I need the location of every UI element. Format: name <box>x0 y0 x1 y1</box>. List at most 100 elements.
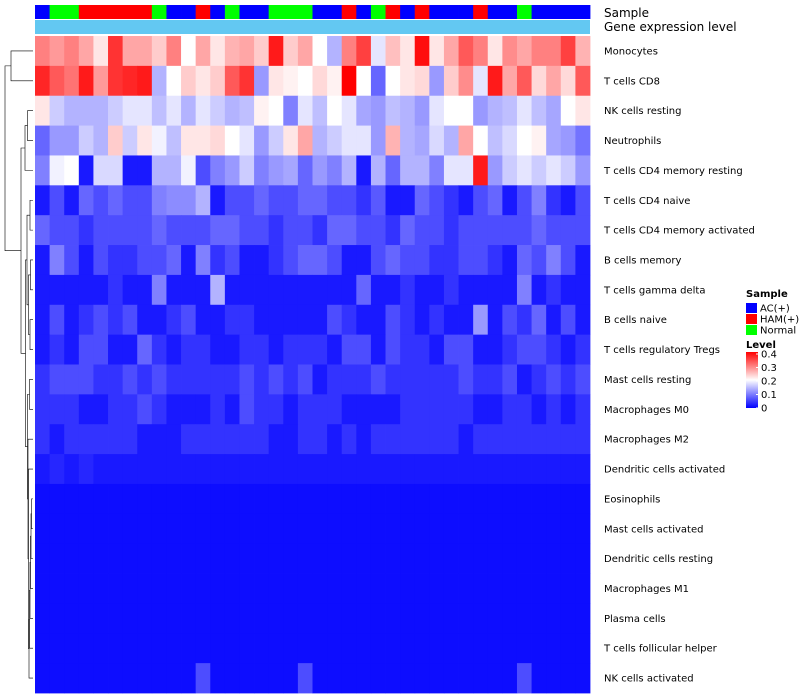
heatmap-cell <box>575 304 591 336</box>
heatmap-cell <box>78 304 94 336</box>
dendrogram-branch <box>10 50 33 82</box>
heatmap-cell <box>181 274 197 306</box>
heatmap-cell <box>181 573 197 604</box>
heatmap-cell <box>195 215 211 246</box>
sample-annotation-cell <box>93 5 109 19</box>
heatmap-cell <box>297 125 313 156</box>
heatmap-cell <box>268 65 284 97</box>
dendrogram-branch <box>24 125 33 171</box>
heatmap-cell <box>151 36 167 67</box>
heatmap-cell <box>224 95 240 126</box>
heatmap-cell <box>78 603 94 634</box>
heatmap-cell <box>78 663 94 694</box>
heatmap-cell <box>429 36 445 67</box>
heatmap-cell <box>254 573 270 604</box>
heatmap-cell <box>341 245 357 276</box>
heatmap-cell <box>516 65 532 97</box>
heatmap-cell <box>151 663 167 694</box>
heatmap-cell <box>327 663 343 694</box>
heatmap-cell <box>473 304 489 336</box>
heatmap-cell <box>166 334 182 365</box>
heatmap-cell <box>458 334 474 365</box>
heatmap-cell <box>49 394 65 425</box>
heatmap-cell <box>108 633 124 664</box>
heatmap-cell <box>370 573 386 604</box>
heatmap-cell <box>327 65 343 97</box>
heatmap-cell <box>516 304 532 336</box>
heatmap-cell <box>268 155 284 186</box>
heatmap-cell <box>49 543 65 574</box>
dendrogram-branch <box>30 513 33 559</box>
heatmap-cell <box>181 513 197 545</box>
heatmap-cell <box>224 215 240 246</box>
heatmap-cell <box>487 573 503 604</box>
heatmap-cell <box>181 603 197 634</box>
heatmap-cell <box>502 304 518 336</box>
heatmap-cell <box>443 454 459 485</box>
heatmap-cell <box>546 394 562 425</box>
heatmap-cell <box>64 424 80 455</box>
heatmap-cell <box>64 125 80 156</box>
row-label: NK cells resting <box>604 106 681 117</box>
heatmap-cell <box>224 424 240 455</box>
heatmap-cell <box>443 334 459 365</box>
heatmap-cell <box>458 633 474 664</box>
heatmap-cell <box>151 215 167 246</box>
heatmap-cell <box>385 663 401 694</box>
heatmap-cell <box>151 364 167 395</box>
heatmap-cell <box>49 185 65 216</box>
heatmap-cell <box>531 483 547 515</box>
heatmap-cell <box>78 454 94 485</box>
heatmap-cell <box>151 633 167 664</box>
heatmap-cell <box>341 95 357 126</box>
heatmap-cell <box>239 633 255 664</box>
heatmap-cell <box>429 454 445 485</box>
heatmap-cell <box>341 424 357 455</box>
heatmap-cell <box>502 483 518 515</box>
heatmap-cell <box>502 454 518 485</box>
heatmap-cell <box>560 155 576 186</box>
heatmap-cell <box>268 424 284 455</box>
heatmap-cell <box>210 245 226 276</box>
heatmap-cell <box>78 245 94 276</box>
heatmap-cell <box>108 215 124 246</box>
heatmap-cell <box>64 95 80 126</box>
heatmap-cell <box>108 663 124 694</box>
heatmap-cell <box>283 65 299 97</box>
heatmap-cell <box>268 334 284 365</box>
heatmap-cell <box>108 394 124 425</box>
heatmap-cell <box>560 185 576 216</box>
heatmap-cell <box>64 334 80 365</box>
heatmap-cell <box>312 573 328 604</box>
heatmap-cell <box>151 65 167 97</box>
heatmap-cell <box>210 603 226 634</box>
sample-annotation-cell <box>151 5 167 19</box>
heatmap-cell <box>502 424 518 455</box>
heatmap-cell <box>166 394 182 425</box>
heatmap-cell <box>93 394 109 425</box>
heatmap-cell <box>181 663 197 694</box>
heatmap-cell <box>254 65 270 97</box>
heatmap-cell <box>546 454 562 485</box>
heatmap-cell <box>502 274 518 306</box>
heatmap-cell <box>181 304 197 336</box>
heatmap-cell <box>166 274 182 306</box>
heatmap-cell <box>487 245 503 276</box>
heatmap-cell <box>166 513 182 545</box>
heatmap-cell <box>502 185 518 216</box>
heatmap-cell <box>210 633 226 664</box>
heatmap-cell <box>297 334 313 365</box>
heatmap-cell <box>443 483 459 515</box>
heatmap-cell <box>414 394 430 425</box>
heatmap-cell <box>64 543 80 574</box>
heatmap-cell <box>239 95 255 126</box>
legend-entry-label: Normal <box>760 326 796 337</box>
heatmap-cell <box>49 454 65 485</box>
heatmap-cell <box>268 603 284 634</box>
heatmap-cell <box>385 543 401 574</box>
heatmap-cell <box>516 36 532 67</box>
sample-annotation-cell <box>122 5 138 19</box>
heatmap-cell <box>473 364 489 395</box>
heatmap-cell <box>516 155 532 186</box>
heatmap-cell <box>297 274 313 306</box>
